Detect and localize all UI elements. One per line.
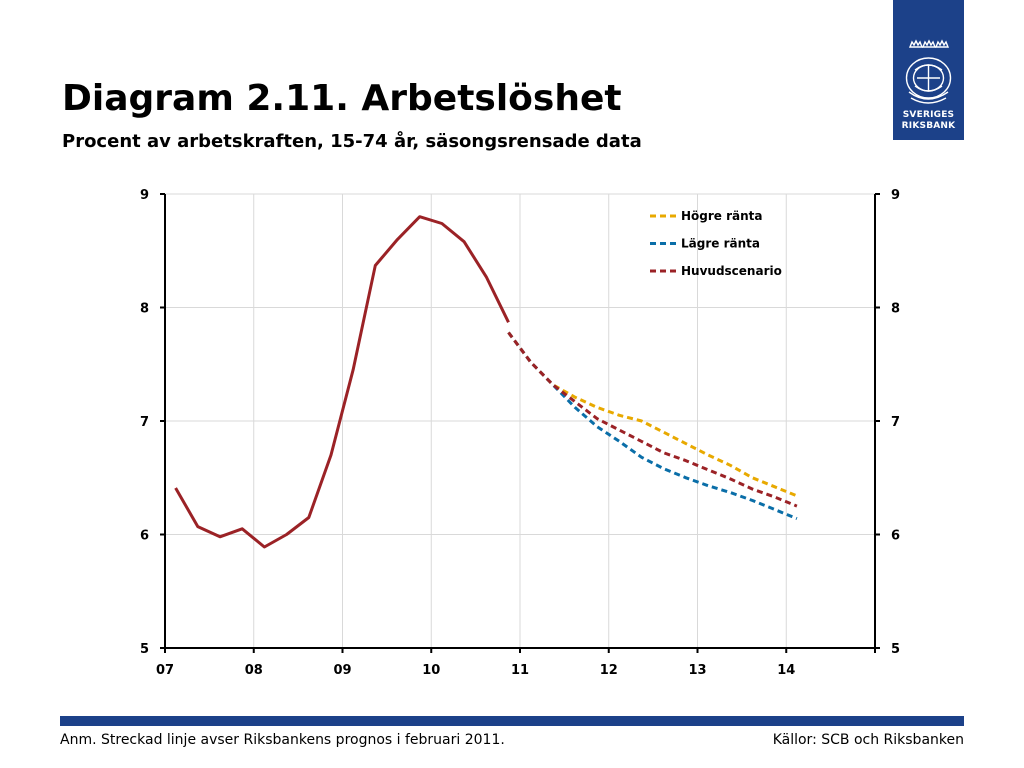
legend-label: Högre ränta <box>681 209 763 223</box>
legend-label: Lägre ränta <box>681 237 760 251</box>
y-tick-label-left: 5 <box>140 642 149 657</box>
x-tick-label: 13 <box>688 663 706 678</box>
series-line-historical <box>174 215 510 549</box>
y-tick-label-left: 7 <box>140 415 149 430</box>
page-subtitle: Procent av arbetskraften, 15-74 år, säso… <box>62 131 642 152</box>
logo-line-2: RIKSBANK <box>901 121 956 131</box>
series-line-huvudscenario <box>507 331 798 508</box>
footer-note: Anm. Streckad linje avser Riksbankens pr… <box>60 732 505 748</box>
y-tick-label-right: 7 <box>891 415 900 430</box>
y-tick-label-right: 6 <box>891 529 900 544</box>
riksbank-emblem-icon <box>905 39 952 104</box>
x-tick-label: 14 <box>777 663 795 678</box>
x-tick-label: 09 <box>333 663 351 678</box>
series-line-l-gre-r-nta <box>507 331 798 520</box>
x-tick-label: 12 <box>600 663 618 678</box>
legend: Högre ränta Lägre ränta Huvudscenario <box>650 209 782 278</box>
x-tick-label: 07 <box>156 663 174 678</box>
x-tick-label: 11 <box>511 663 529 678</box>
axes: 5 5 6 6 7 7 8 8 9 9 07 08 09 10 11 12 13 14 <box>140 188 900 678</box>
y-tick-label-right: 9 <box>891 188 900 203</box>
footer-source: Källor: SCB och Riksbanken <box>772 732 964 748</box>
page-title: Diagram 2.11. Arbetslöshet <box>62 78 622 119</box>
y-tick-label-left: 6 <box>140 529 149 544</box>
y-tick-label-left: 8 <box>140 302 149 317</box>
riksbank-logo: SVERIGES RIKSBANK <box>893 0 964 140</box>
legend-label: Huvudscenario <box>681 264 782 278</box>
y-tick-label-right: 5 <box>891 642 900 657</box>
logo-line-1: SVERIGES <box>902 110 955 120</box>
y-tick-label-left: 9 <box>140 188 149 203</box>
footer-bar <box>60 716 964 726</box>
y-tick-label-right: 8 <box>891 302 900 317</box>
x-tick-label: 08 <box>245 663 263 678</box>
grid <box>165 193 875 648</box>
x-tick-label: 10 <box>422 663 440 678</box>
series-line-h-gre-r-nta <box>507 331 798 498</box>
series <box>174 215 798 549</box>
unemployment-chart: 5 5 6 6 7 7 8 8 9 9 07 08 09 10 11 12 13 14 Högre ränta Lä… <box>140 188 900 678</box>
